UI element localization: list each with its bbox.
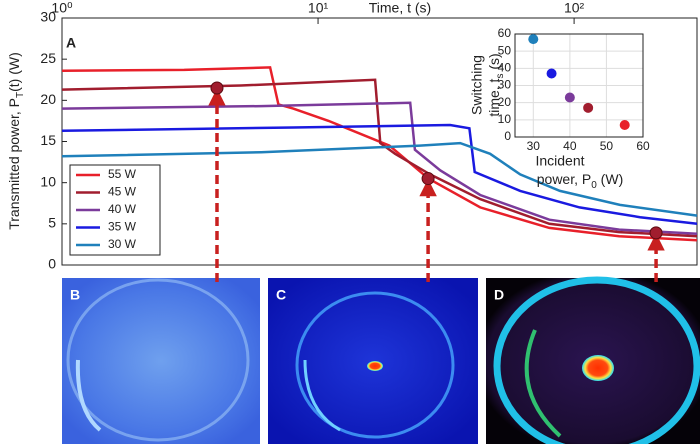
y-tick-label: 30 bbox=[40, 9, 56, 25]
y-tick-label: 5 bbox=[48, 215, 56, 231]
inset-frame bbox=[514, 33, 644, 138]
spot bbox=[582, 355, 614, 381]
x-axis-label-part: 0 bbox=[591, 180, 597, 191]
ring bbox=[493, 276, 700, 444]
legend-label: 40 W bbox=[108, 202, 137, 216]
x-axis-label-part: power, P bbox=[537, 171, 591, 187]
y-tick-label: 25 bbox=[40, 50, 56, 66]
y-axis-label-part: (s) bbox=[486, 53, 502, 73]
series-line bbox=[61, 78, 698, 238]
y-axis-label: Switching bbox=[469, 55, 485, 115]
x-tick-label: 10¹ bbox=[308, 0, 329, 16]
point bbox=[528, 34, 539, 45]
y-tick-label: 60 bbox=[498, 26, 512, 40]
legend-label: 30 W bbox=[108, 237, 137, 251]
image-panels bbox=[62, 276, 700, 444]
x-tick-label: 30 bbox=[527, 139, 541, 153]
y-tick-label: 20 bbox=[498, 95, 512, 109]
image-c bbox=[268, 278, 478, 444]
panel-label: A bbox=[66, 35, 76, 51]
x-axis-label: Time, t (s) bbox=[369, 0, 431, 16]
ring bbox=[66, 278, 250, 442]
x-tick-label: 10² bbox=[564, 0, 585, 16]
series-line bbox=[61, 141, 698, 217]
marker bbox=[210, 81, 224, 95]
y-tick-label: 0 bbox=[48, 256, 56, 272]
y-axis-label: Transmitted power, PT(t) (W) bbox=[6, 52, 26, 230]
y-tick-label: 50 bbox=[498, 43, 512, 57]
series-line bbox=[61, 66, 698, 242]
series-line bbox=[61, 101, 698, 235]
y-axis-label-part: time, t bbox=[486, 78, 502, 116]
y-tick-label: 20 bbox=[40, 91, 56, 107]
legend-label: 35 W bbox=[108, 220, 137, 234]
x-axis-label: power, P0 (W) bbox=[537, 171, 623, 191]
x-axis-label: Incident bbox=[535, 153, 584, 169]
y-tick-label: 10 bbox=[498, 112, 512, 126]
panel-label: C bbox=[276, 287, 286, 303]
point bbox=[564, 92, 575, 103]
series-line bbox=[61, 123, 698, 226]
ring-edge bbox=[75, 359, 102, 432]
point bbox=[583, 102, 594, 113]
marker bbox=[421, 172, 435, 186]
y-axis-label: time, ts (s) bbox=[486, 53, 506, 116]
y-tick-label: 0 bbox=[504, 129, 511, 143]
x-axis-label-part: (W) bbox=[597, 171, 623, 187]
x-tick-label: 10⁰ bbox=[51, 0, 73, 16]
y-axis-label-part: s bbox=[495, 74, 506, 79]
spot bbox=[367, 361, 383, 371]
marker bbox=[649, 226, 663, 240]
x-tick-label: 60 bbox=[636, 139, 650, 153]
y-axis-label-part: Transmitted power, P bbox=[6, 98, 22, 230]
x-tick-label: 40 bbox=[563, 139, 577, 153]
x-tick-label: 50 bbox=[600, 139, 614, 153]
legend-label: 45 W bbox=[108, 185, 137, 199]
ring-edge bbox=[524, 329, 562, 438]
y-axis-label-part: (t) (W) bbox=[6, 52, 22, 92]
legend-label: 55 W bbox=[108, 167, 137, 181]
y-tick-label: 15 bbox=[40, 132, 56, 148]
ring-edge bbox=[303, 359, 341, 432]
panel-label: B bbox=[70, 287, 80, 303]
y-tick-label: 30 bbox=[498, 78, 512, 92]
y-tick-label: 40 bbox=[498, 61, 512, 75]
y-tick-label: 10 bbox=[40, 173, 56, 189]
y-axis-label-part: T bbox=[15, 92, 26, 98]
ring bbox=[295, 291, 455, 439]
panel-label: D bbox=[494, 287, 504, 303]
point bbox=[546, 68, 557, 79]
point bbox=[619, 119, 630, 130]
